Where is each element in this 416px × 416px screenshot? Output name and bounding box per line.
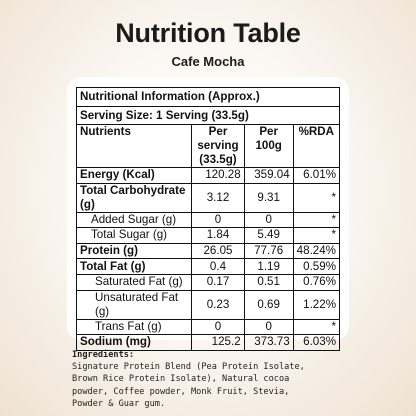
- table-row-added-sugar: Added Sugar (g) 0 0 *: [75, 211, 341, 229]
- rda-value: *: [292, 227, 341, 244]
- rda-value: 1.22%: [292, 289, 341, 320]
- per-serving-value: 120.28: [191, 167, 245, 184]
- table-row-saturated-fat: Saturated Fat (g) 0.17 0.51 0.76%: [75, 273, 341, 291]
- header-per-serving-line: serving: [197, 139, 239, 152]
- per-serving-value: 26.05: [191, 242, 245, 260]
- table-row-unsaturated-fat: Unsaturated Fat (g) 0.23 0.69 1.22%: [75, 289, 341, 320]
- header-per-serving-line: Per: [208, 125, 228, 138]
- per-serving-value: 0.4: [191, 258, 245, 275]
- header-per-100g-line: 100g: [255, 139, 282, 152]
- nutrient-name: Saturated Fat (g): [75, 273, 193, 291]
- rda-value: 0.59%: [292, 258, 341, 275]
- table-row-protein: Protein (g) 26.05 77.76 48.24%: [75, 242, 341, 260]
- header-row: Nutrients Per serving (33.5g) Per 100g %…: [75, 124, 341, 168]
- per-serving-value: 3.12: [191, 182, 245, 213]
- nutrient-name: Total Fat (g): [75, 258, 193, 275]
- table-row-trans-fat: Trans Fat (g) 0 0 *: [75, 318, 341, 336]
- nutrition-table: Nutritional Information (Approx.) Servin…: [75, 87, 341, 351]
- nutrient-name: Total Carbohydrate (g): [75, 182, 193, 213]
- table-row-total-fat: Total Fat (g) 0.4 1.19 0.59%: [75, 258, 341, 275]
- info-row: Nutritional Information (Approx.): [76, 87, 340, 107]
- per-100g-value: 0.51: [243, 273, 294, 291]
- rda-value: *: [292, 318, 341, 336]
- rda-value: 48.24%: [292, 242, 341, 260]
- ingredients-line: powder, Coffee powder, Monk Fruit, Stevi…: [72, 386, 290, 397]
- rda-value: 6.03%: [292, 334, 341, 351]
- table-row-energy: Energy (Kcal) 120.28 359.04 6.01%: [75, 167, 341, 184]
- per-100g-value: 0: [243, 211, 294, 229]
- nutrient-name: Unsaturated Fat (g): [75, 289, 193, 320]
- table-row-sodium: Sodium (mg) 125.2 373.73 6.03%: [75, 334, 341, 351]
- header-rda: %RDA: [292, 124, 341, 168]
- per-100g-value: 359.04: [243, 167, 294, 184]
- nutrient-name: Sodium (mg): [75, 334, 193, 351]
- nutrient-name: Protein (g): [75, 242, 193, 260]
- header-nutrients: Nutrients: [75, 124, 193, 168]
- rda-value: *: [292, 182, 341, 213]
- per-100g-value: 373.73: [243, 334, 294, 351]
- serving-row: Serving Size: 1 Serving (33.5g): [76, 106, 340, 125]
- per-100g-value: 1.19: [243, 258, 294, 275]
- nutrient-name: Added Sugar (g): [75, 211, 193, 229]
- per-serving-value: 125.2: [191, 334, 245, 351]
- per-100g-value: 0: [243, 318, 294, 336]
- nutrient-name: Energy (Kcal): [75, 167, 193, 184]
- serving-size: Serving Size: 1 Serving (33.5g): [76, 106, 340, 125]
- ingredients-line: Powder & Guar gum.: [72, 398, 166, 409]
- per-serving-value: 1.84: [191, 227, 245, 244]
- per-100g-value: 77.76: [243, 242, 294, 260]
- ingredients-line: Signature Protein Blend (Pea Protein Iso…: [72, 362, 305, 373]
- per-100g-value: 0.69: [243, 289, 294, 320]
- rda-value: *: [292, 211, 341, 229]
- per-serving-value: 0.17: [191, 273, 245, 291]
- product-name: Cafe Mocha: [171, 54, 245, 69]
- header-per-100g: Per 100g: [243, 124, 294, 168]
- nutrient-name: Total Sugar (g): [75, 227, 193, 244]
- header-per-serving: Per serving (33.5g): [191, 124, 245, 168]
- header-per-100g-line: Per: [259, 125, 279, 138]
- per-serving-value: 0: [191, 318, 245, 336]
- per-serving-value: 0.23: [191, 289, 245, 320]
- info-heading: Nutritional Information (Approx.): [76, 87, 340, 107]
- per-100g-value: 9.31: [243, 182, 294, 213]
- header-per-serving-line: (33.5g): [199, 153, 237, 166]
- nutrient-name: Trans Fat (g): [75, 318, 193, 336]
- rda-value: 0.76%: [292, 273, 341, 291]
- rda-value: 6.01%: [292, 167, 341, 184]
- per-100g-value: 5.49: [243, 227, 294, 244]
- ingredients-block: Ingredients: Signature Protein Blend (Pe…: [72, 349, 416, 410]
- ingredients-title: Ingredients:: [72, 350, 135, 360]
- table-row-total-carbohydrate: Total Carbohydrate (g) 3.12 9.31 *: [75, 182, 341, 213]
- page-title: Nutrition Table: [115, 18, 301, 48]
- table-row-total-sugar: Total Sugar (g) 1.84 5.49 *: [75, 227, 341, 244]
- per-serving-value: 0: [191, 211, 245, 229]
- ingredients-line: Brown Rice Protein Isolate), Natural coc…: [72, 374, 290, 385]
